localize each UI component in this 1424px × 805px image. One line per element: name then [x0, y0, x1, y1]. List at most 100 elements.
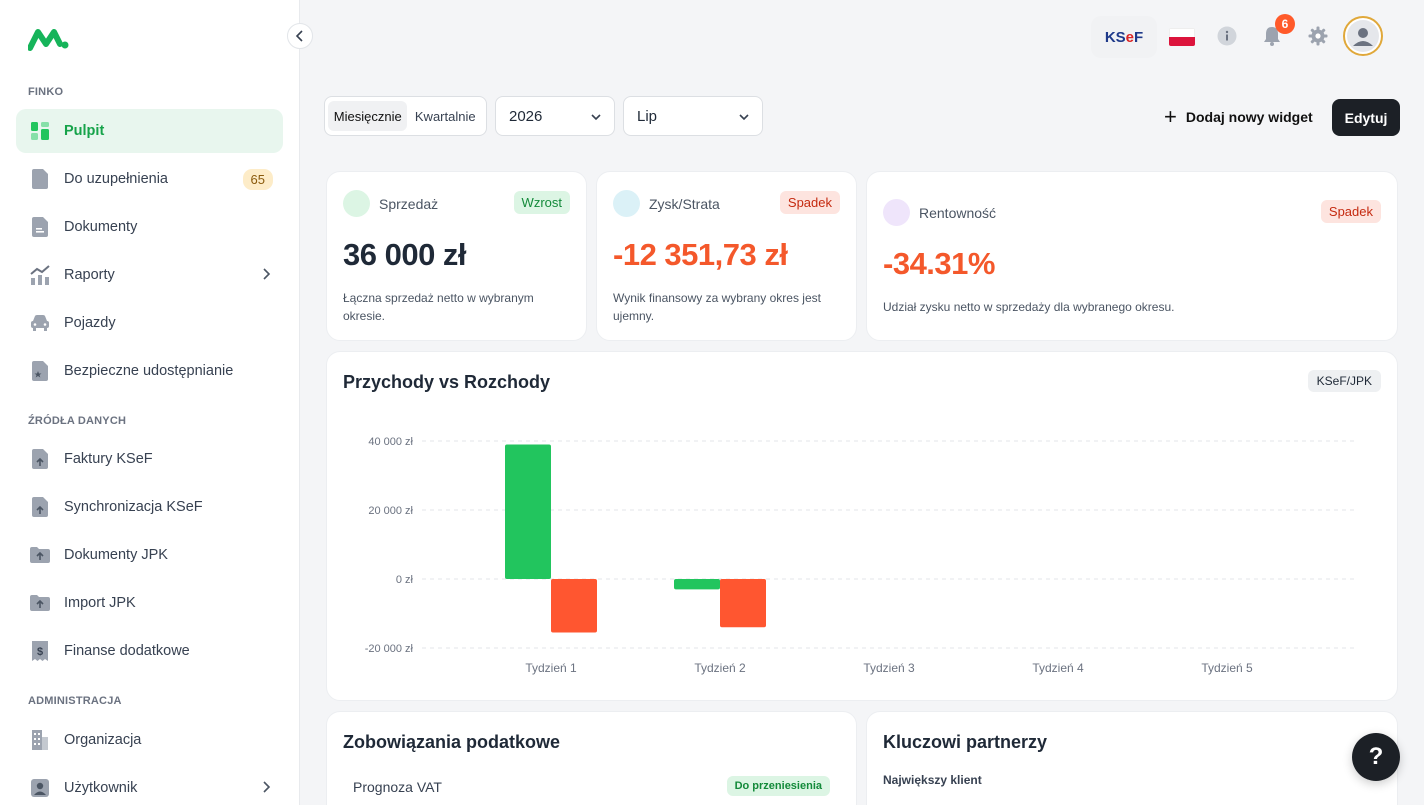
status-badge: Do przeniesienia — [726, 776, 830, 796]
card-title: Kluczowi partnerzy — [883, 732, 1048, 752]
sidebar-item-label: Użytkownik — [64, 780, 138, 796]
sidebar-item-organizacja[interactable]: Organizacja — [16, 718, 283, 762]
largest-client-label: Największy klient — [883, 773, 982, 787]
sidebar-item-label: Finanse dodatkowe — [64, 643, 190, 659]
month-select-value: Lip — [637, 107, 658, 125]
chart-bar — [551, 579, 597, 633]
add-widget-label: Dodaj nowy widget — [1185, 109, 1313, 125]
info-icon[interactable] — [1215, 24, 1239, 48]
sidebar-item-label: Do uzupełnienia — [64, 171, 168, 187]
y-tick-label: 0 zł — [396, 574, 414, 586]
chart-card-przychody-rozchody: Przychody vs Rozchody KSeF/JPK 40 000 zł… — [326, 351, 1398, 701]
polish-flag-icon[interactable] — [1169, 28, 1195, 46]
kpi-card-rentownosc: Rentowność Spadek -34.31% Udział zysku n… — [866, 171, 1398, 341]
sidebar-item-label: Pulpit — [64, 123, 105, 139]
kpi-title: Sprzedaż — [379, 195, 439, 212]
y-tick-label: -20 000 zł — [365, 643, 414, 655]
edit-button[interactable]: Edytuj — [1332, 99, 1400, 136]
svg-text:$: $ — [37, 646, 43, 658]
sidebar-item-do-uzupelnienia[interactable]: Do uzupełnienia 65 — [16, 157, 283, 201]
y-tick-label: 20 000 zł — [368, 505, 413, 517]
help-button[interactable]: ? — [1352, 733, 1400, 781]
status-badge: Spadek — [1320, 200, 1381, 223]
sidebar-item-uzytkownik[interactable]: Użytkownik — [16, 766, 283, 805]
chevron-down-icon — [590, 110, 602, 127]
kpi-dot-icon — [883, 199, 910, 226]
upload-folder-icon — [30, 593, 50, 613]
bar-chart: 40 000 zł 20 000 zł 0 zł -20 000 zł Tydzień … — [365, 436, 1357, 675]
sidebar-item-raporty[interactable]: Raporty — [16, 253, 283, 297]
x-tick-label: Tydzień 3 — [863, 661, 915, 675]
sidebar-item-finanse-dodatkowe[interactable]: $ Finanse dodatkowe — [16, 629, 283, 673]
sidebar-item-label: Dokumenty — [64, 219, 138, 235]
sidebar-item-bezpieczne-udostepnianie[interactable]: Bezpieczne udostępnianie — [16, 349, 283, 393]
x-tick-label: Tydzień 5 — [1201, 661, 1253, 675]
avatar[interactable] — [1343, 16, 1383, 56]
finko-logo[interactable] — [28, 26, 70, 52]
upload-folder-icon — [30, 545, 50, 565]
sidebar-item-pulpit[interactable]: Pulpit — [16, 109, 283, 153]
bell-icon[interactable] — [1260, 24, 1284, 48]
kpi-value: -12 351,73 zł — [613, 237, 788, 272]
kpi-card-zysk-strata: Zysk/Strata Spadek -12 351,73 zł Wynik f… — [596, 171, 857, 341]
kpi-value: 36 000 zł — [343, 237, 467, 272]
sidebar-item-label: Bezpieczne udostępnianie — [64, 363, 234, 379]
kpi-card-sprzedaz: Sprzedaż Wzrost 36 000 zł Łączna sprzeda… — [326, 171, 587, 341]
ksef-label-e: e — [1125, 28, 1134, 46]
key-partners-card: Kluczowi partnerzy Największy klient — [866, 711, 1398, 805]
documents-icon — [30, 217, 50, 237]
ksef-label: KS — [1104, 28, 1126, 46]
secure-share-icon — [30, 361, 50, 381]
sidebar-item-label: Raporty — [64, 267, 115, 283]
user-icon — [30, 778, 50, 798]
dollar-receipt-icon: $ — [30, 641, 50, 661]
section-label-administracja: ADMINISTRACJA — [28, 695, 122, 707]
kpi-description: Wynik finansowy za wybrany okres jest uj… — [613, 291, 821, 323]
x-tick-label: Tydzień 4 — [1032, 661, 1084, 675]
ksef-label-suffix: F — [1134, 28, 1144, 46]
section-label-zrodla-danych: ŹRÓDŁA DANYCH — [28, 415, 127, 427]
chevron-right-icon — [261, 780, 271, 798]
ksef-button[interactable]: KS e F — [1091, 16, 1157, 58]
chart-title: Przychody vs Rozchody — [343, 372, 551, 392]
sidebar-item-label: Pojazdy — [64, 315, 116, 331]
add-widget-button[interactable]: + Dodaj nowy widget — [1164, 106, 1313, 128]
status-badge: Wzrost — [513, 191, 570, 214]
sidebar: FINKO Pulpit Do uzupełnienia 65 Dokument… — [0, 0, 300, 805]
gear-icon[interactable] — [1306, 24, 1330, 48]
sidebar-item-synchronizacja-ksef[interactable]: Synchronizacja KSeF — [16, 485, 283, 529]
chevron-left-icon — [295, 30, 303, 42]
sidebar-item-faktury-ksef[interactable]: Faktury KSeF — [16, 437, 283, 481]
kpi-title: Zysk/Strata — [649, 195, 720, 212]
upload-document-icon — [30, 497, 50, 517]
year-select-value: 2026 — [509, 107, 543, 125]
kpi-description: Udział zysku netto w sprzedaży dla wybra… — [883, 300, 1175, 314]
chevron-right-icon — [261, 267, 271, 285]
kpi-description: Łączna sprzedaż netto w wybranym okresie… — [343, 291, 534, 323]
status-badge: Spadek — [779, 191, 840, 214]
sidebar-item-dokumenty[interactable]: Dokumenty — [16, 205, 283, 249]
sidebar-item-label: Import JPK — [64, 595, 136, 611]
kpi-title: Rentowność — [919, 204, 997, 221]
sidebar-item-import-jpk[interactable]: Import JPK — [16, 581, 283, 625]
plus-icon: + — [1164, 104, 1177, 129]
period-toggle: Miesięcznie Kwartalnie — [324, 96, 487, 136]
chart-bar — [674, 579, 720, 590]
year-select[interactable]: 2026 — [495, 96, 615, 136]
kpi-dot-icon — [343, 190, 370, 217]
source-tag: KSeF/JPK — [1307, 370, 1381, 392]
month-select[interactable]: Lip — [623, 96, 763, 136]
car-icon — [30, 313, 50, 333]
period-monthly-button[interactable]: Miesięcznie — [328, 101, 408, 131]
sidebar-item-label: Organizacja — [64, 732, 142, 748]
chart-icon — [30, 265, 50, 285]
card-title: Zobowiązania podatkowe — [343, 732, 561, 752]
sidebar-item-dokumenty-jpk[interactable]: Dokumenty JPK — [16, 533, 283, 577]
collapse-sidebar-button[interactable] — [287, 23, 313, 49]
sidebar-item-label: Dokumenty JPK — [64, 547, 168, 563]
chart-bar — [505, 444, 551, 579]
kpi-value: -34.31% — [883, 246, 995, 281]
period-quarterly-button[interactable]: Kwartalnie — [414, 108, 476, 124]
sidebar-item-pojazdy[interactable]: Pojazdy — [16, 301, 283, 345]
dashboard-icon — [30, 121, 50, 141]
